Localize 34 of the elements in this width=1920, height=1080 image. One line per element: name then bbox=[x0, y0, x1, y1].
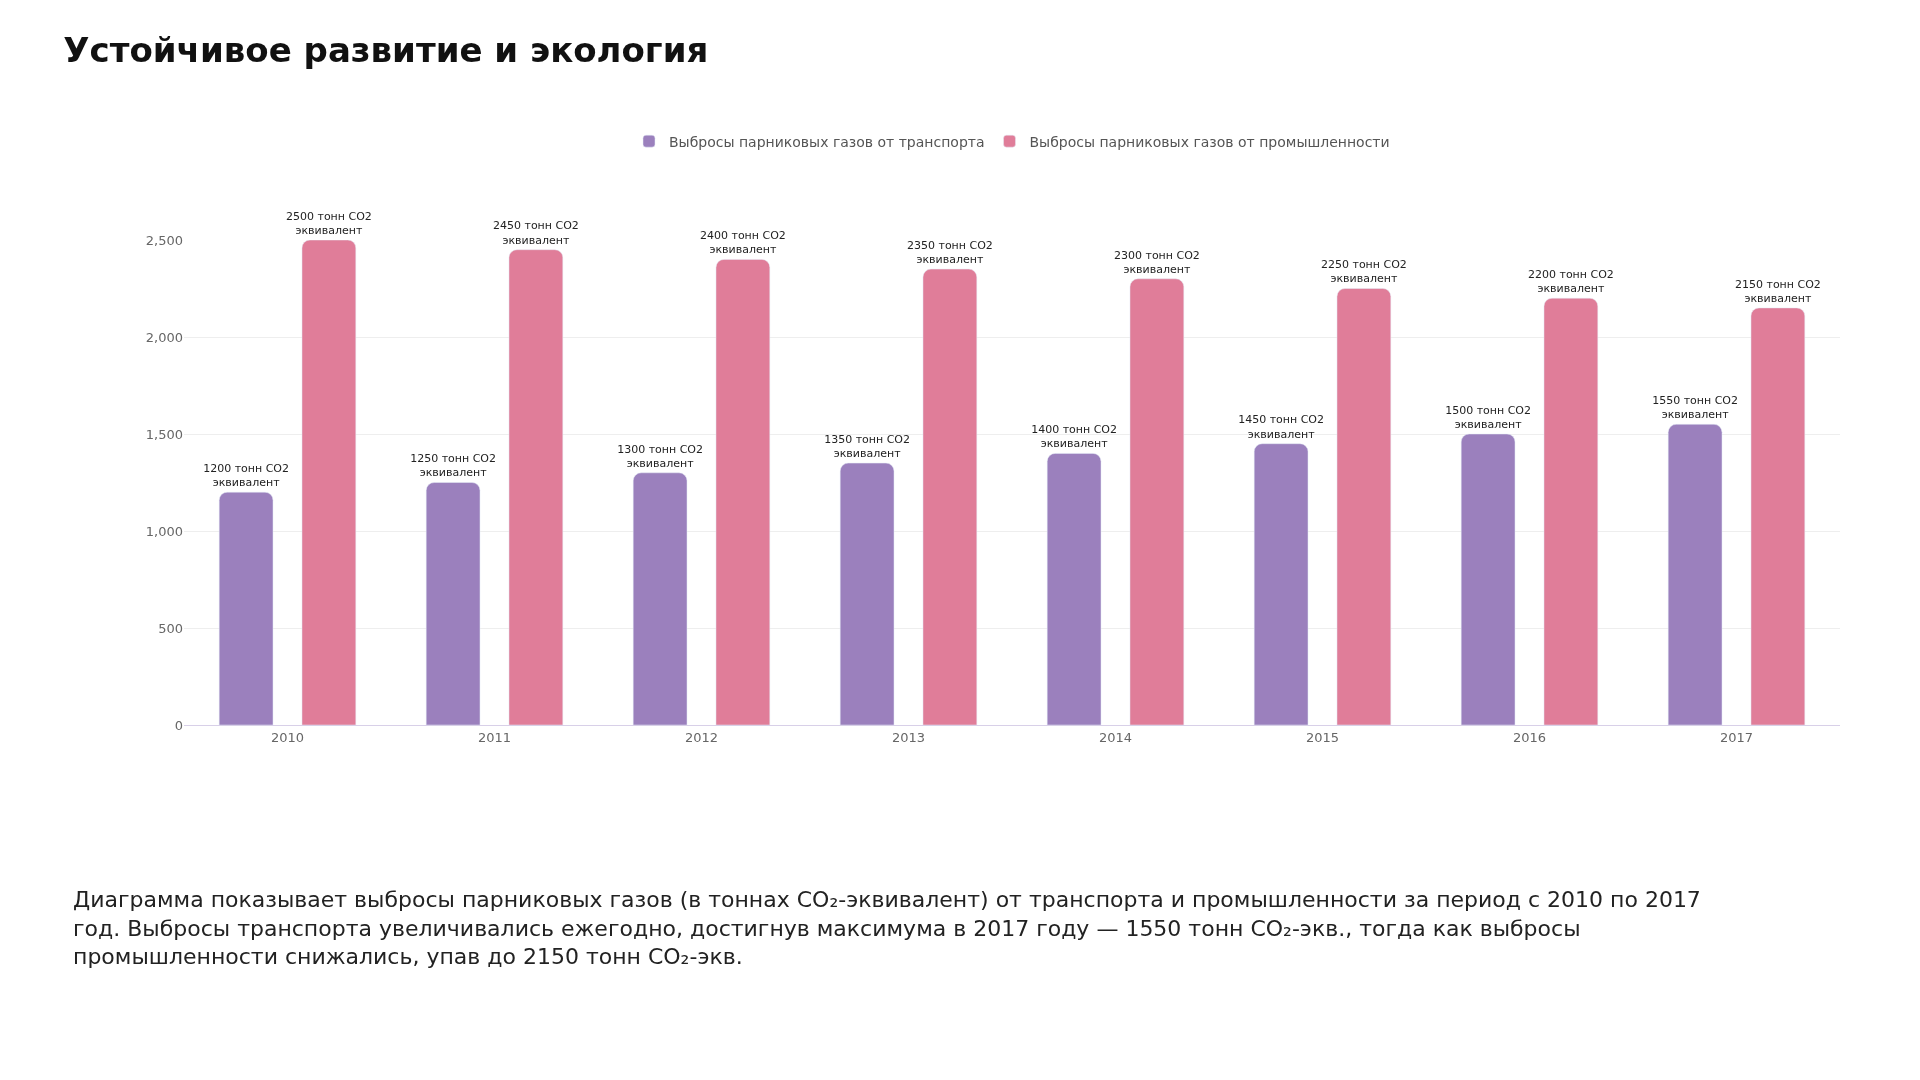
data-label: 2300 тонн CO2 эквивалент bbox=[1113, 248, 1200, 276]
x-tick-label: 2013 bbox=[891, 729, 926, 745]
x-tick-label: 2010 bbox=[270, 729, 305, 745]
data-label: 1400 тонн CO2 эквивалент bbox=[1031, 423, 1118, 451]
y-tick-label: 500 bbox=[158, 620, 183, 636]
x-tick-label: 2016 bbox=[1512, 729, 1547, 745]
x-tick-label: 2017 bbox=[1719, 729, 1754, 745]
y-tick-label: 2,000 bbox=[145, 329, 183, 345]
x-tick-label: 2015 bbox=[1305, 729, 1340, 745]
text: Диаграмма показывает выбросы парниковых газов (в тоннах CO₂-эквивалент) от транспорта и промышленности за период с 2010 по 2017 год. Выбросы транспорта увеличивались ежегодно, достигнув максимума в 2017 году — 1550 тонн CO₂-экв., тогда как выбросы промышленности снижались, упав до 2150 тонн CO₂-экв. bbox=[73, 887, 1701, 970]
data-label: 1250 тонн CO2 эквивалент bbox=[410, 452, 497, 480]
data-label: 1450 тонн CO2 эквивалент bbox=[1238, 413, 1325, 441]
legend-label: Выбросы парниковых газов от транспорта bbox=[669, 133, 985, 150]
data-label: 2400 тонн CO2 эквивалент bbox=[699, 229, 786, 257]
data-label: 2250 тонн CO2 эквивалент bbox=[1320, 258, 1407, 286]
x-tick-label: 2014 bbox=[1098, 729, 1133, 745]
data-label: 2150 тонн CO2 эквивалент bbox=[1734, 277, 1821, 305]
data-label: 1200 тонн CO2 эквивалент bbox=[203, 461, 290, 490]
legend-label: Выбросы парниковых газов от промышленности bbox=[1029, 133, 1390, 150]
data-label: 1500 тонн CO2 эквивалент bbox=[1445, 403, 1532, 431]
x-tick-label: 2012 bbox=[684, 729, 719, 745]
data-label: 1350 тонн CO2 эквивалент bbox=[824, 432, 911, 461]
x-tick-label: 2011 bbox=[477, 729, 512, 745]
data-label: 2200 тонн CO2 эквивалент bbox=[1527, 267, 1614, 296]
data-label: 1550 тонн CO2 эквивалент bbox=[1652, 394, 1739, 422]
y-tick-label: 1,500 bbox=[145, 426, 183, 442]
data-label: 2500 тонн CO2 эквивалент bbox=[285, 209, 372, 237]
data-label: 2350 тонн CO2 эквивалент bbox=[906, 238, 993, 267]
y-tick-label: 1,000 bbox=[145, 523, 183, 539]
data-label: 2450 тонн CO2 эквивалент bbox=[492, 219, 579, 247]
y-tick-label: 0 bbox=[174, 717, 183, 733]
y-tick-label: 2,500 bbox=[145, 232, 183, 248]
data-label: 1300 тонн CO2 эквивалент bbox=[617, 442, 704, 470]
chart-title: Устойчивое развитие и экология bbox=[63, 29, 709, 70]
